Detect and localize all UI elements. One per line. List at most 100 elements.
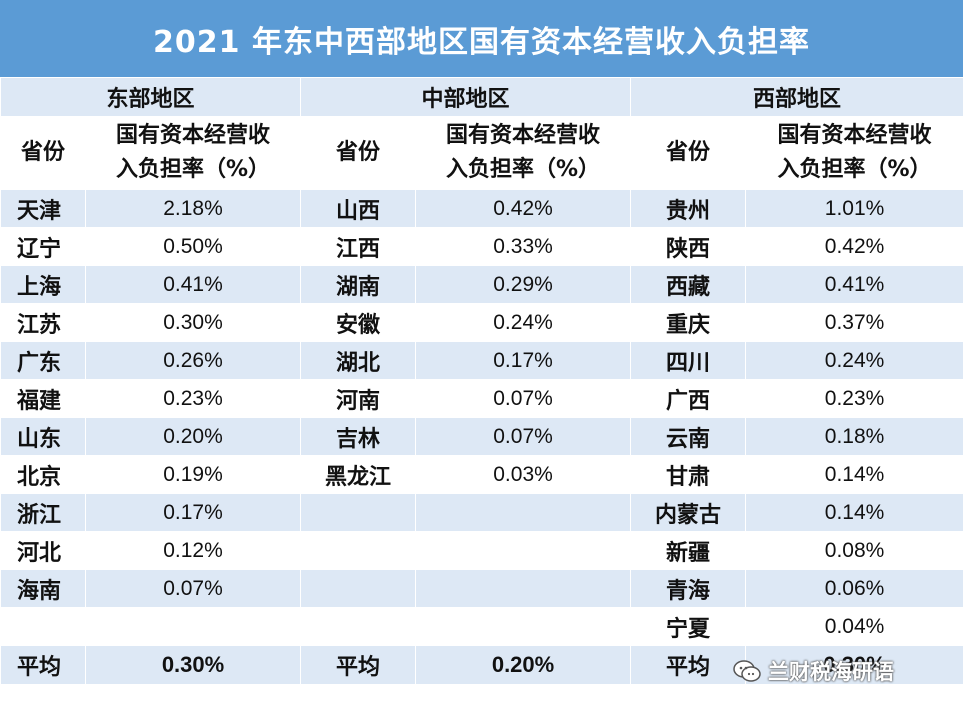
province-cell-west: 内蒙古	[631, 494, 746, 532]
province-cell-east: 辽宁	[1, 228, 86, 266]
province-cell-west: 四川	[631, 342, 746, 380]
watermark: 兰财税海研语	[732, 656, 894, 686]
province-cell-east: 河北	[1, 532, 86, 570]
rate-cell-west: 0.24%	[746, 342, 963, 380]
province-cell-west: 甘肃	[631, 456, 746, 494]
column-header-rate: 国有资本经营收入负担率（%）	[86, 117, 301, 190]
average-label-central: 平均	[301, 646, 416, 685]
rate-cell-east: 0.07%	[86, 570, 301, 608]
rate-cell-central: 0.24%	[416, 304, 631, 342]
rate-cell-central: 0.33%	[416, 228, 631, 266]
province-cell-central: 黑龙江	[301, 456, 416, 494]
rate-cell-east: 0.30%	[86, 304, 301, 342]
province-cell-central: 湖北	[301, 342, 416, 380]
province-cell-west: 云南	[631, 418, 746, 456]
rate-cell-central	[416, 570, 631, 608]
region-header-east: 东部地区	[1, 78, 301, 117]
province-cell-east: 江苏	[1, 304, 86, 342]
rate-cell-west: 1.01%	[746, 190, 963, 228]
rate-cell-east: 0.41%	[86, 266, 301, 304]
rate-cell-central: 0.29%	[416, 266, 631, 304]
column-header-province: 省份	[301, 117, 416, 190]
rate-cell-west: 0.04%	[746, 608, 963, 646]
province-cell-central: 江西	[301, 228, 416, 266]
province-cell-central: 安徽	[301, 304, 416, 342]
province-cell-central: 吉林	[301, 418, 416, 456]
empty-row	[1, 685, 963, 723]
rate-cell-east: 0.23%	[86, 380, 301, 418]
province-cell-central	[301, 570, 416, 608]
province-cell-west: 西藏	[631, 266, 746, 304]
rate-cell-east: 0.19%	[86, 456, 301, 494]
province-cell-central: 河南	[301, 380, 416, 418]
province-cell-east: 山东	[1, 418, 86, 456]
empty-cell	[746, 685, 963, 723]
province-cell-east: 广东	[1, 342, 86, 380]
rate-cell-west: 0.42%	[746, 228, 963, 266]
province-cell-west: 重庆	[631, 304, 746, 342]
rate-cell-central: 0.42%	[416, 190, 631, 228]
rate-cell-central	[416, 532, 631, 570]
province-cell-west: 宁夏	[631, 608, 746, 646]
average-value-central: 0.20%	[416, 646, 631, 685]
rate-cell-central: 0.07%	[416, 418, 631, 456]
empty-cell	[86, 685, 301, 723]
burden-rate-table: 东部地区 中部地区 西部地区 省份 国有资本经营收入负担率（%） 省份 国有资本…	[0, 77, 963, 723]
rate-cell-central: 0.17%	[416, 342, 631, 380]
empty-cell	[631, 685, 746, 723]
rate-cell-west: 0.37%	[746, 304, 963, 342]
rate-cell-west: 0.08%	[746, 532, 963, 570]
average-label-west: 平均	[631, 646, 746, 685]
province-cell-east: 天津	[1, 190, 86, 228]
province-cell-east	[1, 608, 86, 646]
empty-cell	[416, 685, 631, 723]
column-header-rate: 国有资本经营收入负担率（%）	[746, 117, 963, 190]
rate-cell-east	[86, 608, 301, 646]
column-header-province: 省份	[631, 117, 746, 190]
chat-bubble-icon	[732, 658, 762, 684]
province-cell-east: 浙江	[1, 494, 86, 532]
rate-cell-east: 0.20%	[86, 418, 301, 456]
region-header-west: 西部地区	[631, 78, 963, 117]
province-cell-central: 湖南	[301, 266, 416, 304]
rate-cell-central	[416, 608, 631, 646]
table-title: 2021 年东中西部地区国有资本经营收入负担率	[0, 0, 963, 77]
rate-cell-central	[416, 494, 631, 532]
rate-cell-west: 0.14%	[746, 456, 963, 494]
average-label-east: 平均	[1, 646, 86, 685]
rate-cell-east: 0.17%	[86, 494, 301, 532]
province-cell-west: 新疆	[631, 532, 746, 570]
rate-cell-west: 0.41%	[746, 266, 963, 304]
province-cell-central: 山西	[301, 190, 416, 228]
province-cell-central	[301, 494, 416, 532]
region-header-central: 中部地区	[301, 78, 631, 117]
empty-cell	[1, 685, 86, 723]
rate-cell-east: 0.12%	[86, 532, 301, 570]
rate-cell-central: 0.03%	[416, 456, 631, 494]
rate-cell-east: 0.50%	[86, 228, 301, 266]
province-cell-central	[301, 608, 416, 646]
rate-cell-west: 0.06%	[746, 570, 963, 608]
province-cell-west: 贵州	[631, 190, 746, 228]
province-cell-west: 青海	[631, 570, 746, 608]
rate-cell-east: 2.18%	[86, 190, 301, 228]
average-value-east: 0.30%	[86, 646, 301, 685]
province-cell-east: 北京	[1, 456, 86, 494]
province-cell-east: 海南	[1, 570, 86, 608]
rate-cell-west: 0.23%	[746, 380, 963, 418]
province-cell-west: 广西	[631, 380, 746, 418]
province-cell-central	[301, 532, 416, 570]
province-cell-east: 福建	[1, 380, 86, 418]
rate-cell-west: 0.14%	[746, 494, 963, 532]
